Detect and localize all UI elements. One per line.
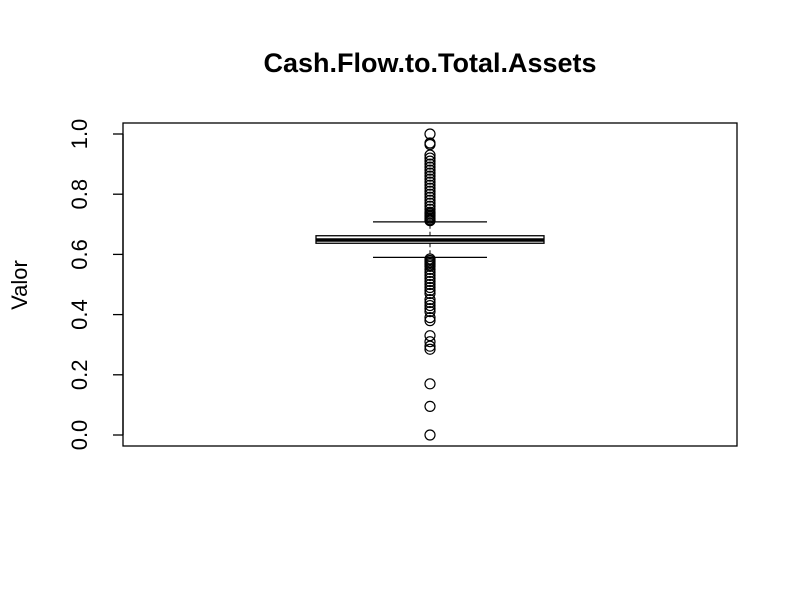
outlier-point <box>424 400 436 413</box>
y-axis: 0.0 0.2 0.4 0.6 0.8 1.0 <box>67 119 124 451</box>
outlier-point <box>424 272 436 285</box>
outlier-point <box>424 215 436 227</box>
outlier-point <box>424 167 436 179</box>
outlier-point <box>424 191 436 203</box>
y-tick-label: 0.0 <box>67 420 92 451</box>
outlier-point <box>424 330 436 342</box>
outlier-point <box>424 266 436 279</box>
outlier-point <box>424 275 436 288</box>
outlier-point <box>424 185 436 197</box>
outlier-point <box>424 152 436 164</box>
outlier-point <box>424 343 436 355</box>
outlier-point <box>424 164 436 176</box>
outlier-group <box>424 128 436 441</box>
outlier-point <box>424 429 436 441</box>
outlier-point <box>424 182 436 194</box>
outlier-point <box>424 170 436 182</box>
y-tick-label: 0.6 <box>67 239 92 270</box>
outlier-point <box>424 340 436 352</box>
outlier-point <box>424 269 436 282</box>
outlier-point <box>424 302 436 315</box>
outlier-point <box>424 263 436 276</box>
chart-title: Cash.Flow.to.Total.Assets <box>263 48 596 78</box>
outlier-point <box>424 315 436 327</box>
outlier-point <box>424 161 436 173</box>
outlier-point <box>424 158 436 170</box>
box-group <box>315 221 545 259</box>
outlier-point <box>424 281 436 294</box>
outlier-point <box>424 188 436 200</box>
outlier-point <box>424 312 436 324</box>
outlier-point <box>424 378 436 390</box>
y-axis-label: Valor <box>7 260 32 310</box>
outlier-point <box>424 278 436 291</box>
y-tick-label: 1.0 <box>67 119 92 150</box>
outlier-point <box>424 299 436 312</box>
outlier-point <box>424 176 436 188</box>
outlier-point <box>424 284 436 297</box>
outlier-point <box>424 173 436 185</box>
outlier-point <box>424 336 436 348</box>
outlier-point <box>424 260 436 273</box>
outlier-point <box>424 287 436 300</box>
outlier-point <box>424 149 436 161</box>
outlier-point <box>424 155 436 167</box>
outlier-point <box>424 305 436 318</box>
y-tick-label: 0.2 <box>67 360 92 391</box>
y-tick-label: 0.4 <box>67 299 92 330</box>
outlier-point <box>424 296 436 309</box>
outlier-point <box>424 194 436 206</box>
outlier-point <box>424 179 436 191</box>
outlier-point <box>424 293 436 306</box>
y-tick-label: 0.8 <box>67 179 92 210</box>
